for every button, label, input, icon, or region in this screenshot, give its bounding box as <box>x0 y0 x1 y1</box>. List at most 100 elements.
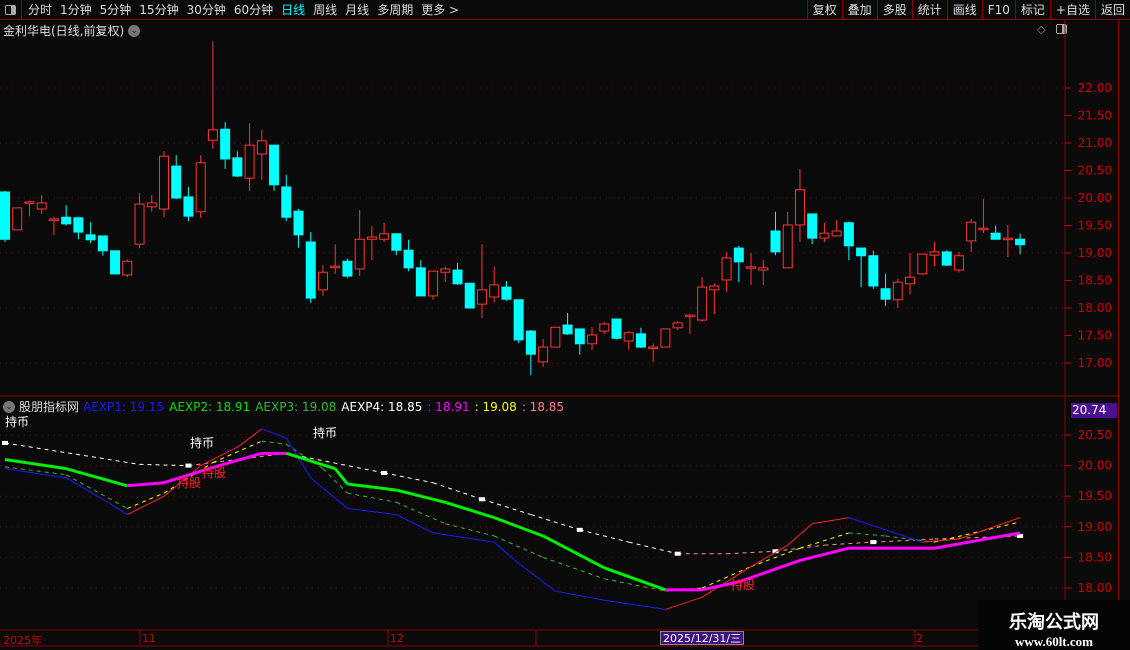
series-aexp3-segment <box>212 440 263 463</box>
period-toolbar: 分时 1分钟 5分钟 15分钟 30分钟 60分钟 日线 周线 月线 多周期 更多 > 复权 叠加 多股… <box>0 0 1130 20</box>
y-tick-label: 18.50 <box>1078 550 1112 564</box>
candle-down <box>562 324 573 335</box>
toolbar-button[interactable]: +自选 <box>1049 0 1095 20</box>
period-tab[interactable]: 5分钟 <box>99 3 132 17</box>
period-tab[interactable]: 15分钟 <box>139 3 179 17</box>
series-aexp4-segment <box>579 529 629 543</box>
series-aexp3-segment <box>322 468 348 494</box>
series-aexp3-segment <box>701 566 752 589</box>
toolbar-button[interactable]: 复权 <box>806 0 842 20</box>
candle-up <box>953 255 964 271</box>
candle-up <box>12 207 23 231</box>
series-aexp1-segment <box>665 596 703 610</box>
series-aexp3-segment <box>127 492 165 509</box>
signal-label: 持股 <box>731 578 756 592</box>
candle-down <box>85 234 96 241</box>
candle-down <box>391 233 402 251</box>
series-aexp1-segment <box>958 517 1021 540</box>
series-aexp1-segment <box>750 544 788 568</box>
candle-down <box>61 216 72 225</box>
candle-up <box>379 233 390 240</box>
window-toggle-icon[interactable] <box>1056 24 1067 34</box>
indicator-value: : 19.08 <box>474 399 517 414</box>
series-aexp2-segment <box>163 466 214 485</box>
indicator-value: AEXP3: 19.08 <box>255 399 337 414</box>
series-aexp2-segment <box>285 451 336 471</box>
candle-up <box>550 326 561 348</box>
chevron-down-icon[interactable]: ⌄ <box>128 24 141 37</box>
selected-date: 2025/12/31/三 <box>660 631 745 645</box>
series-aexp1-segment <box>163 465 202 497</box>
candle-up <box>134 203 145 245</box>
y-tick-label: 19.00 <box>1078 520 1112 534</box>
series-aexp1-segment <box>127 495 165 516</box>
panel-toggle-button[interactable] <box>0 0 22 20</box>
candle-down <box>525 330 536 355</box>
candle-up <box>158 155 169 210</box>
candle-up <box>354 238 365 270</box>
signal-marker <box>381 470 388 475</box>
candle-down <box>220 128 231 160</box>
period-tab[interactable]: 周线 <box>313 3 338 17</box>
series-aexp3-segment <box>542 556 605 580</box>
signal-marker <box>772 549 779 554</box>
series-aexp2-segment <box>701 580 740 592</box>
candle-up <box>195 162 206 213</box>
candle-up <box>207 129 218 141</box>
series-aexp4-segment <box>286 452 385 474</box>
period-tab[interactable]: 更多 > <box>421 3 460 17</box>
candle-down <box>415 267 426 297</box>
signal-marker <box>1017 533 1024 538</box>
candle-up <box>48 218 59 221</box>
candle-up <box>782 224 793 269</box>
period-tab[interactable]: 30分钟 <box>186 3 226 17</box>
period-tab[interactable]: 1分钟 <box>60 3 92 17</box>
toolbar-button[interactable]: F10 <box>981 0 1015 20</box>
toolbar-button[interactable]: 多股 <box>876 0 912 20</box>
toolbar-button[interactable]: 返回 <box>1094 0 1130 20</box>
period-tab[interactable]: 日线 <box>281 3 306 17</box>
chevron-down-icon[interactable]: ⌄ <box>3 400 15 413</box>
candle-down <box>97 235 108 252</box>
series-aexp2-segment <box>65 467 128 488</box>
candle-down <box>232 157 243 177</box>
series-aexp2-segment <box>542 534 605 570</box>
candle-up <box>672 322 683 329</box>
diamond-icon[interactable]: ◇ <box>1037 23 1046 36</box>
period-tab[interactable]: 多周期 <box>377 3 414 17</box>
series-aexp4-segment <box>775 544 825 552</box>
candle-up <box>317 271 328 291</box>
candle-down <box>1015 238 1026 246</box>
series-aexp1-segment <box>102 498 128 515</box>
toolbar-button[interactable]: 标记 <box>1014 0 1050 20</box>
candle-up <box>746 266 757 269</box>
series-aexp3-segment <box>261 440 287 445</box>
candle-up <box>1002 237 1013 241</box>
period-tab[interactable]: 60分钟 <box>233 3 274 17</box>
series-aexp4-segment <box>384 472 434 484</box>
toolbar-button[interactable]: 统计 <box>911 0 947 20</box>
candle-up <box>122 260 133 276</box>
y-tick-label: 19.50 <box>1078 219 1112 233</box>
y-tick-label: 20.00 <box>1078 459 1112 473</box>
candle-up <box>917 253 928 275</box>
candle-down <box>305 241 316 299</box>
candle-down <box>452 269 463 285</box>
indicator-value: : 18.91 <box>427 399 470 414</box>
toolbar-button[interactable]: 叠加 <box>841 0 877 20</box>
signal-marker <box>674 551 681 556</box>
series-aexp3-segment <box>163 462 214 494</box>
series-aexp1-segment <box>555 590 605 601</box>
y-tick-label: 19.00 <box>1078 246 1112 260</box>
candle-down <box>807 213 818 239</box>
candle-down <box>342 260 353 277</box>
period-tab[interactable]: 月线 <box>345 3 370 17</box>
toolbar-button[interactable]: 画线 <box>946 0 982 20</box>
series-aexp1-segment <box>396 514 434 534</box>
period-tab[interactable]: 分时 <box>28 3 53 17</box>
candle-up <box>794 189 805 226</box>
candle-up <box>721 257 732 281</box>
series-aexp2-segment <box>127 481 165 488</box>
side-panel-strip[interactable] <box>1118 20 1130 630</box>
